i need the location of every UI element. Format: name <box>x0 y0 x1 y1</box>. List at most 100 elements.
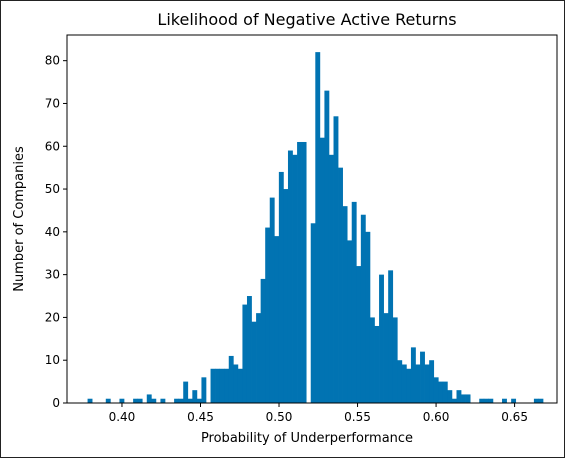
histogram-bar <box>251 321 257 403</box>
y-tick-label: 30 <box>45 268 60 282</box>
histogram-bar <box>287 150 293 403</box>
histogram-bar <box>392 317 398 403</box>
histogram-bar <box>483 398 489 403</box>
histogram-bar <box>333 116 339 404</box>
y-tick-label: 60 <box>45 139 60 153</box>
histogram-bar <box>274 236 280 403</box>
histogram-bar <box>502 398 507 403</box>
histogram-bar <box>533 398 539 403</box>
histogram-bar <box>442 381 448 403</box>
histogram-bar <box>210 368 216 403</box>
y-tick-label: 70 <box>45 96 60 110</box>
histogram-bar <box>219 368 225 403</box>
histogram-bar <box>215 368 220 403</box>
histogram-bars <box>87 52 544 404</box>
histogram-bar <box>438 381 444 403</box>
y-tick-label: 0 <box>52 396 60 410</box>
histogram-bar <box>410 347 416 403</box>
histogram-bar <box>178 398 184 403</box>
histogram-bar <box>87 398 93 403</box>
histogram-bar <box>224 368 230 403</box>
histogram-bar <box>388 270 394 403</box>
histogram-bar <box>420 351 425 403</box>
x-tick-label: 0.45 <box>187 410 214 424</box>
histogram-bar <box>424 364 430 403</box>
y-tick-label: 80 <box>45 54 60 68</box>
histogram-bar <box>278 171 284 403</box>
histogram-bar <box>242 304 248 403</box>
histogram-bar <box>237 368 243 403</box>
y-tick-label: 10 <box>45 353 60 367</box>
histogram-bar <box>338 167 343 403</box>
histogram-bar <box>297 141 302 404</box>
histogram-bar <box>269 197 275 403</box>
y-tick-label: 40 <box>45 225 60 239</box>
histogram-bar <box>301 141 307 404</box>
histogram-bar <box>347 240 353 403</box>
histogram-bar <box>479 398 485 403</box>
histogram-bar <box>356 266 362 403</box>
x-tick-label: 0.55 <box>344 410 371 424</box>
histogram-bar <box>342 206 348 403</box>
histogram-bar <box>196 398 202 403</box>
histogram-bar <box>433 377 439 403</box>
y-tick-label: 20 <box>45 310 60 324</box>
histogram-bar <box>538 398 544 403</box>
histogram-bar <box>260 278 266 403</box>
histogram-bar <box>488 398 494 403</box>
histogram-bar <box>369 317 375 403</box>
histogram-bar <box>456 390 462 403</box>
histogram-bar <box>133 398 139 403</box>
plot-area-frame <box>66 34 558 404</box>
histogram-bar <box>465 394 471 403</box>
histogram-bar <box>160 398 166 403</box>
x-tick-label: 0.60 <box>423 410 450 424</box>
y-axis: 0 10 20 30 40 50 60 70 80 <box>45 54 67 410</box>
histogram-bar <box>105 398 111 403</box>
histogram-bar <box>146 394 152 403</box>
histogram-bar <box>233 364 239 403</box>
histogram-bar <box>201 377 207 403</box>
histogram-bar <box>401 364 407 403</box>
histogram-bar <box>315 52 321 404</box>
histogram-bar <box>351 201 357 403</box>
histogram-bar <box>292 154 298 403</box>
histogram-bar <box>183 381 189 403</box>
x-axis: 0.40 0.45 0.50 0.55 0.60 0.65 <box>109 403 528 424</box>
histogram-bar <box>137 398 143 403</box>
x-tick-label: 0.40 <box>109 410 136 424</box>
x-axis-title: Probability of Underperformance <box>201 431 413 446</box>
histogram-bar <box>365 231 371 403</box>
histogram-bar <box>379 274 384 403</box>
x-tick-label: 0.50 <box>266 410 293 424</box>
histogram-bar <box>192 390 198 403</box>
histogram-bar <box>383 313 389 403</box>
histogram-bar <box>447 390 453 403</box>
histogram-bar <box>324 90 330 403</box>
histogram-bar <box>119 398 125 403</box>
histogram-bar <box>451 398 457 403</box>
histogram-bar <box>228 355 234 403</box>
histogram-bar <box>429 360 435 403</box>
histogram-bar <box>246 296 252 403</box>
chart-title: Likelihood of Negative Active Returns <box>157 10 456 29</box>
histogram-bar <box>360 214 366 403</box>
y-axis-title: Number of Companies <box>12 146 27 292</box>
histogram-bar <box>406 368 412 403</box>
histogram-bar <box>310 223 316 403</box>
histogram-bar <box>283 189 289 403</box>
histogram-bar <box>319 137 325 403</box>
histogram-bar <box>397 360 403 403</box>
y-tick-label: 50 <box>45 182 60 196</box>
histogram-bar <box>374 325 380 403</box>
histogram-bar <box>511 398 517 403</box>
histogram-bar <box>328 154 334 403</box>
histogram-bar <box>265 227 271 403</box>
x-tick-label: 0.65 <box>501 410 528 424</box>
histogram-bar <box>151 398 157 403</box>
histogram-bar <box>461 394 466 403</box>
histogram-bar <box>256 313 261 403</box>
histogram-bar <box>187 398 193 403</box>
